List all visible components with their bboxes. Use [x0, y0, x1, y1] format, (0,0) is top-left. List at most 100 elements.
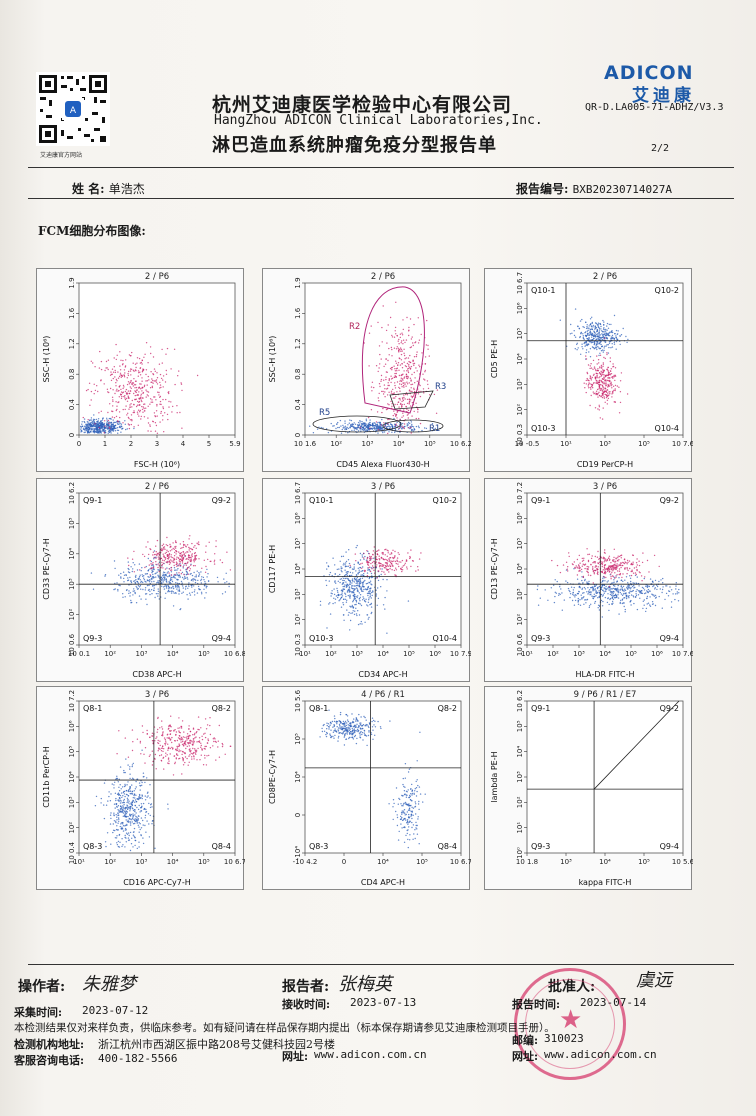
- event-dot: [610, 368, 612, 370]
- event-dot: [595, 370, 597, 372]
- event-dot: [201, 576, 203, 578]
- event-dot: [603, 592, 605, 594]
- event-dot: [207, 580, 210, 582]
- event-dot: [590, 574, 592, 577]
- event-dot: [110, 430, 112, 433]
- gate-r3[interactable]: [389, 390, 434, 410]
- event-dot: [399, 333, 402, 335]
- event-dot: [115, 409, 118, 412]
- event-dot: [161, 561, 163, 564]
- event-dot: [129, 790, 132, 792]
- event-dot: [141, 749, 143, 751]
- gate-r5[interactable]: [312, 415, 402, 433]
- gate-r1[interactable]: [382, 419, 444, 433]
- event-dot: [391, 569, 393, 571]
- event-dot: [130, 581, 133, 584]
- event-dot: [672, 593, 674, 595]
- event-dot: [603, 577, 605, 579]
- event-dot: [616, 580, 618, 582]
- event-dot: [186, 551, 188, 553]
- event-dot: [343, 585, 346, 588]
- event-dot: [402, 422, 404, 425]
- event-dot: [167, 550, 169, 553]
- event-dot: [191, 542, 193, 545]
- event-dot: [119, 385, 121, 387]
- event-dot: [146, 820, 148, 822]
- event-dot: [137, 808, 140, 811]
- y-axis-label: CD33 PE-Cy7-H: [42, 538, 51, 600]
- event-dot: [383, 379, 385, 381]
- event-dot: [152, 379, 154, 382]
- event-dot: [196, 542, 198, 544]
- event-dot: [370, 572, 373, 575]
- event-dot: [342, 602, 344, 604]
- event-dot: [363, 427, 365, 430]
- event-dot: [585, 321, 587, 324]
- event-dot: [611, 393, 613, 395]
- event-dot: [79, 425, 82, 428]
- event-dot: [581, 557, 583, 560]
- event-dot: [156, 553, 159, 555]
- event-dot: [195, 574, 197, 576]
- event-dot: [150, 567, 153, 570]
- event-dot: [607, 397, 610, 400]
- event-dot: [407, 417, 409, 419]
- event-dot: [424, 371, 426, 373]
- event-dot: [213, 563, 216, 565]
- event-dot: [646, 603, 648, 605]
- event-dot: [170, 576, 172, 578]
- event-dot: [574, 566, 576, 569]
- event-dot: [180, 382, 182, 384]
- event-dot: [150, 371, 152, 373]
- event-dot: [380, 563, 382, 565]
- event-dot: [151, 564, 153, 567]
- qr-code-graphic: A: [36, 72, 110, 146]
- event-dot: [124, 397, 126, 399]
- event-dot: [148, 576, 150, 578]
- event-dot: [670, 606, 673, 608]
- event-dot: [364, 424, 367, 426]
- event-dot: [139, 362, 142, 364]
- event-dot: [401, 363, 403, 365]
- event-dot: [148, 553, 150, 556]
- event-dot: [194, 579, 197, 581]
- event-dot: [367, 618, 369, 620]
- event-dot: [398, 386, 400, 389]
- event-dot: [408, 389, 411, 391]
- event-dot: [401, 378, 404, 380]
- event-dot: [169, 590, 171, 593]
- event-dot: [138, 586, 141, 588]
- event-dot: [424, 356, 427, 358]
- event-dot: [582, 559, 585, 561]
- event-dot: [101, 424, 103, 426]
- event-dot: [605, 587, 607, 590]
- event-dot: [183, 544, 185, 546]
- event-dot: [109, 425, 111, 427]
- event-dot: [568, 589, 570, 592]
- event-dot: [328, 603, 330, 605]
- event-dot: [596, 331, 598, 333]
- event-dot: [351, 604, 353, 607]
- event-dot: [399, 397, 401, 400]
- event-dot: [613, 591, 615, 593]
- event-dot: [172, 405, 174, 408]
- event-dot: [117, 805, 120, 807]
- event-dot: [629, 567, 631, 570]
- event-dot: [129, 595, 131, 597]
- event-dot: [576, 566, 578, 568]
- event-dot: [80, 428, 82, 430]
- event-dot: [132, 846, 134, 848]
- event-dot: [390, 562, 393, 565]
- event-dot: [365, 426, 367, 428]
- gate-r2[interactable]: [361, 286, 425, 414]
- event-dot: [165, 373, 168, 375]
- event-dot: [213, 561, 215, 563]
- event-dot: [138, 391, 140, 393]
- event-dot: [594, 562, 596, 564]
- event-dot: [358, 424, 360, 426]
- event-dot: [376, 550, 379, 552]
- event-dot: [364, 422, 367, 424]
- event-dot: [185, 577, 187, 579]
- y-tick-label: 10³: [68, 578, 76, 590]
- event-dot: [607, 597, 609, 599]
